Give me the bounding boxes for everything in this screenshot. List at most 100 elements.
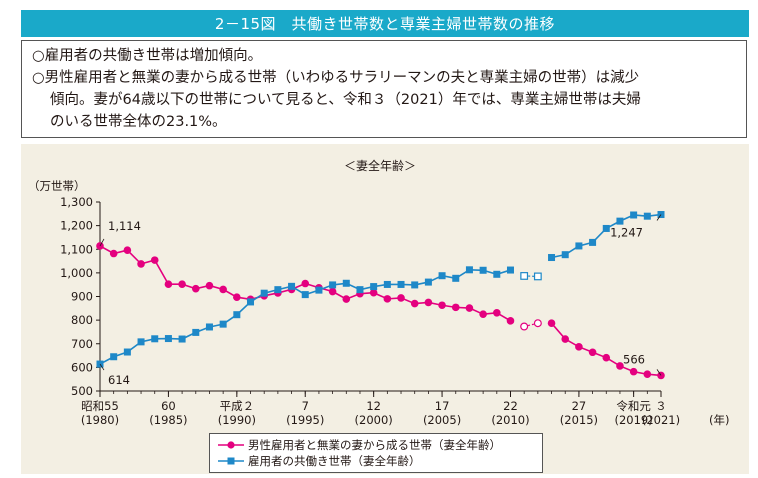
data-point (465, 266, 473, 274)
summary-line-2b: 傾向。妻が64歳以下の世帯について見ると、令和３（2021）年では、専業主婦世帯… (50, 92, 641, 108)
data-point (630, 211, 638, 219)
data-point (205, 281, 214, 290)
summary-line-2c: のいる世帯全体の23.1%。 (50, 114, 227, 130)
data-label-leader (656, 369, 662, 376)
data-point-hollow (533, 272, 542, 281)
y-tick-label: 800 (71, 313, 93, 327)
data-point (123, 246, 132, 254)
data-point (465, 304, 474, 312)
y-tick-label: 600 (71, 360, 93, 374)
x-tick-label: 昭和55 (81, 399, 119, 413)
data-point (315, 286, 323, 294)
y-axis-unit-label: （万世帯） (28, 179, 86, 193)
x-tick-label: 令和元 (616, 399, 651, 413)
data-point (548, 254, 556, 262)
data-point-hollow (520, 322, 529, 331)
x-tick-label: 12 (366, 399, 381, 413)
chart-area (21, 144, 749, 474)
data-point (137, 260, 145, 268)
data-point (369, 288, 378, 297)
data-point (274, 286, 282, 294)
data-point (233, 293, 241, 302)
summary-line-1: ○雇用者の共働き世帯は増加傾向。 (32, 48, 263, 64)
legend-swatch-square-icon (218, 457, 244, 465)
legend-item-housewife: 男性雇用者と無業の妻から成る世帯（妻全年齢） (218, 437, 542, 453)
data-label: 614 (108, 373, 130, 387)
data-label-leader (656, 214, 662, 221)
data-point (342, 279, 350, 287)
x-tick-label-year: (2010) (491, 413, 529, 427)
legend-swatch-circle-icon (218, 441, 244, 449)
x-tick-label-year: (1990) (218, 413, 256, 427)
x-tick-label-year: (1995) (286, 413, 324, 427)
x-tick-label: 7 (302, 399, 309, 413)
data-point (493, 270, 501, 278)
data-point (329, 281, 337, 289)
series-line (550, 322, 662, 377)
data-point (438, 272, 446, 280)
data-point (397, 294, 405, 302)
data-point (451, 303, 460, 312)
data-point (424, 278, 432, 286)
x-tick-label-year: (2005) (423, 413, 461, 427)
data-point (493, 309, 501, 317)
data-point (588, 348, 597, 357)
y-tick-label: 1,200 (60, 219, 93, 233)
data-point (561, 251, 569, 259)
data-point (383, 295, 392, 303)
x-tick-label: 60 (161, 399, 176, 413)
data-label-leader (99, 363, 105, 371)
data-point (150, 256, 159, 264)
data-point (191, 284, 200, 293)
data-point (205, 323, 213, 331)
x-tick-label-year: (2015) (560, 413, 598, 427)
data-point (164, 280, 173, 289)
data-point (616, 217, 624, 225)
data-point (643, 370, 652, 379)
data-point (410, 299, 419, 308)
data-point (342, 295, 351, 303)
data-point (643, 212, 651, 220)
y-tick-label: 1,100 (60, 242, 93, 256)
data-point (602, 353, 611, 362)
data-point (288, 282, 296, 290)
chart-title: 2－15図 共働き世帯数と専業主婦世帯数の推移 (214, 15, 556, 33)
y-tick-label: 900 (71, 290, 93, 304)
data-point (506, 317, 515, 325)
x-tick-label-year: (1985) (149, 413, 187, 427)
data-point (110, 353, 118, 361)
data-point (383, 280, 391, 288)
summary-box: ○雇用者の共働き世帯は増加傾向。 ○男性雇用者と無業の妻から成る世帯（いわゆるサ… (21, 40, 747, 138)
data-point (356, 286, 364, 294)
data-label-leader (99, 238, 105, 247)
data-point (233, 311, 241, 319)
y-tick-label: 1,300 (60, 195, 93, 209)
y-tick-label: 700 (71, 337, 93, 351)
data-point (260, 289, 268, 297)
data-point (547, 319, 556, 327)
x-tick-label-year: (2021) (642, 413, 680, 427)
data-point (561, 335, 570, 343)
summary-line-2a: ○男性雇用者と無業の妻から成る世帯（いわゆるサラリーマンの夫と専業主婦の世帯）は… (32, 70, 640, 86)
data-point (479, 266, 487, 274)
data-point (301, 291, 309, 299)
x-tick-label-year: (2000) (355, 413, 393, 427)
data-label: 1,247 (610, 226, 643, 240)
series-line (551, 213, 662, 259)
chart-legend: 男性雇用者と無業の妻から成る世帯（妻全年齢） 雇用者の共働き世帯（妻全年齢） (209, 433, 543, 473)
chart-subtitle: ＜妻全年齢＞ (344, 158, 416, 173)
data-point (123, 348, 131, 356)
data-point (602, 224, 610, 232)
data-point (178, 335, 186, 343)
data-point (575, 343, 583, 351)
data-label: 1,114 (108, 219, 141, 233)
data-point (370, 283, 378, 291)
legend-item-dual-income: 雇用者の共働き世帯（妻全年齢） (218, 453, 542, 469)
data-point (629, 367, 638, 376)
data-point-hollow (533, 319, 542, 328)
data-point (452, 274, 460, 282)
data-point (178, 280, 186, 289)
data-label: 566 (623, 352, 645, 366)
data-point (424, 298, 433, 307)
